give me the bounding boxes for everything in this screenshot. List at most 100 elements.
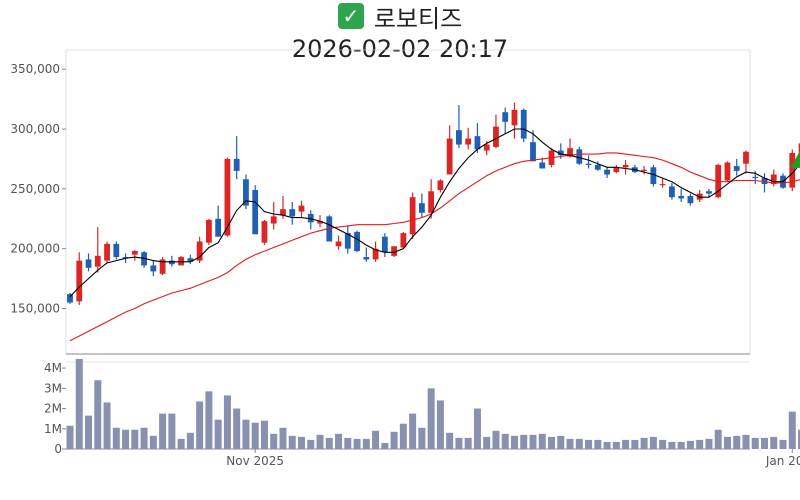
volume-bar <box>85 415 93 449</box>
candle-body <box>456 130 462 145</box>
volume-bar <box>742 434 750 449</box>
candle-body <box>233 158 240 171</box>
candle-body <box>576 149 583 164</box>
volume-bar <box>714 429 722 449</box>
signal-marker-triangle <box>790 150 800 168</box>
volume-bar <box>353 438 361 449</box>
volume-bar <box>251 422 259 449</box>
candle-body <box>113 243 120 258</box>
candle-body <box>789 152 796 188</box>
candle-body <box>530 142 536 162</box>
candle-body <box>354 231 360 252</box>
candle-body <box>317 221 323 224</box>
volume-bar <box>779 439 787 449</box>
volume-bar <box>399 423 407 449</box>
candle-body <box>604 169 610 175</box>
candle-body <box>770 174 777 185</box>
candle-body <box>67 294 73 303</box>
candle-body <box>446 138 453 175</box>
volume-bar <box>279 427 287 449</box>
candle-body <box>567 148 573 157</box>
candle-body <box>187 258 194 262</box>
candle-body <box>391 246 397 256</box>
price-y-tick-label: 350,000 <box>10 62 60 76</box>
candle-body <box>94 255 101 267</box>
candle-body <box>502 112 509 122</box>
candle-body <box>261 221 268 243</box>
chart-title-text: 로보티즈 <box>373 4 463 33</box>
volume-bar <box>770 436 778 449</box>
candle-body <box>206 219 212 243</box>
volume-bar <box>668 441 676 449</box>
volume-bar <box>723 436 731 449</box>
volume-bar <box>557 435 565 449</box>
volume-bar <box>131 429 139 449</box>
volume-bar <box>501 433 509 449</box>
candle-body <box>104 243 110 261</box>
candle-body <box>761 178 768 185</box>
volume-bar <box>362 438 370 449</box>
volume-bar <box>409 413 417 449</box>
volume-bar <box>112 427 120 449</box>
candle-body <box>752 176 759 179</box>
candle-body <box>76 260 83 302</box>
price-panel-frame <box>65 49 751 355</box>
candle-body <box>289 209 296 217</box>
volume-bar <box>103 402 111 449</box>
candle-body <box>168 260 175 265</box>
volume-bar <box>566 438 574 449</box>
volume-bar <box>122 429 130 449</box>
volume-bar <box>585 439 593 449</box>
moving-average-short-line <box>69 128 800 297</box>
volume-bar <box>640 437 648 449</box>
volume-bar <box>66 425 74 449</box>
candle-body <box>270 216 277 224</box>
moving-average-long-line <box>69 152 800 342</box>
candle-body <box>678 196 685 199</box>
volume-y-tick-label: 4M <box>44 361 62 375</box>
candle-body <box>798 143 800 153</box>
volume-bar <box>344 437 352 449</box>
check-mark-icon: ✓ <box>337 3 364 29</box>
candle-body <box>243 179 249 206</box>
volume-bar <box>233 408 241 449</box>
volume-bar <box>761 437 768 449</box>
candle-body <box>733 166 740 171</box>
candle-body <box>178 257 185 266</box>
volume-bar <box>325 437 333 449</box>
volume-bar <box>538 433 546 449</box>
chart-title: ✓ 로보티즈 <box>0 0 800 33</box>
candle-body <box>372 248 379 260</box>
volume-bar <box>649 436 657 449</box>
candle-body <box>650 167 657 185</box>
candle-body <box>409 197 416 235</box>
candle-body <box>363 257 370 260</box>
volume-bar <box>631 439 639 449</box>
volume-bar <box>177 438 185 449</box>
volume-bar <box>205 391 213 449</box>
volume-bar <box>159 413 167 449</box>
volume-bar <box>677 441 685 449</box>
candle-body <box>659 184 666 186</box>
candle-body <box>715 164 722 198</box>
volume-bar <box>140 427 148 449</box>
candle-body <box>465 138 472 145</box>
candle-body <box>641 169 648 171</box>
volume-bar <box>659 439 667 449</box>
candle-body <box>613 167 620 173</box>
candle-body <box>400 233 407 248</box>
candle-body <box>150 265 157 272</box>
candle-body <box>196 241 203 261</box>
volume-y-tick-label: 2M <box>44 402 62 416</box>
volume-bar <box>168 413 176 449</box>
x-tick-label: Jan 2026 <box>765 454 800 468</box>
candle-body <box>557 150 564 156</box>
candle-body <box>493 126 499 147</box>
volume-bar <box>94 380 102 449</box>
candle-body <box>344 233 351 249</box>
volume-bar <box>622 439 630 449</box>
candle-body <box>437 180 444 191</box>
candle-body <box>511 109 518 126</box>
price-y-tick-label: 150,000 <box>10 302 60 316</box>
